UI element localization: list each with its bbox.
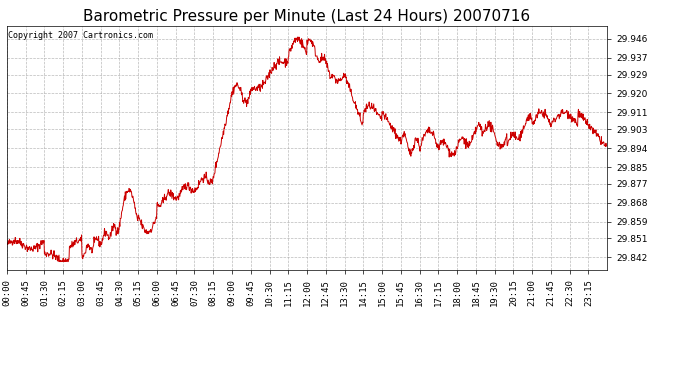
Text: Copyright 2007 Cartronics.com: Copyright 2007 Cartronics.com [8, 31, 153, 40]
Title: Barometric Pressure per Minute (Last 24 Hours) 20070716: Barometric Pressure per Minute (Last 24 … [83, 9, 531, 24]
